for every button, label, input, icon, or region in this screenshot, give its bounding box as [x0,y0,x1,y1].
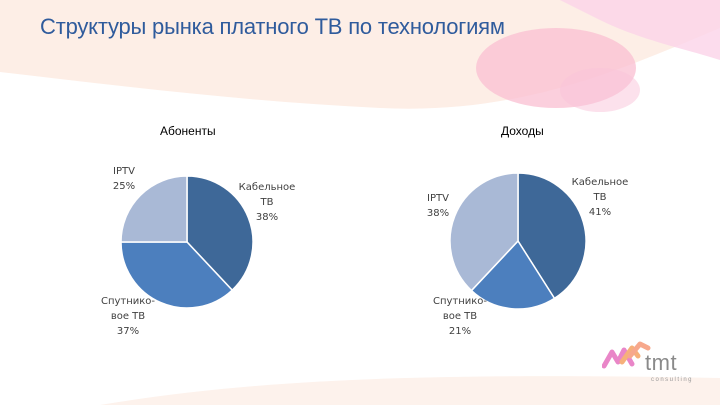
slide-title: Структуры рынка платного ТВ по технологи… [40,14,505,39]
pie-slice [120,241,234,309]
pie-slice [120,175,188,243]
slice-label-text: Кабельное [571,177,629,188]
slice-label: Кабельное ТВ 38% [239,180,296,225]
slice-value: 21% [448,326,472,337]
slice-label-text: вое ТВ [442,311,478,322]
slice-label: Кабельное ТВ 41% [572,175,629,220]
chart-title: Доходы [501,124,544,138]
slice-value: 37% [116,326,140,337]
slice-label: IPTV 38% [427,191,449,221]
slice-value: 38% [255,212,279,223]
slice-value: 38% [426,208,450,219]
slice-label-text: ТВ [593,192,607,203]
slice-label-text: ТВ [260,197,274,208]
slice-label-text: IPTV [427,193,449,204]
slice-label-text: Спутнико- [432,296,488,307]
slice-label-text: Кабельное [238,182,296,193]
tmt-logo-icon [602,341,651,369]
pie-slice [186,175,254,292]
slice-value: 25% [112,181,136,192]
pie-slice [449,172,519,292]
logo-text: tmt [645,350,678,375]
pie-slice [470,239,556,310]
slice-label: Спутнико-вое ТВ 37% [101,294,155,339]
slice-label-text: Спутнико- [100,296,156,307]
slice-value: 41% [588,207,612,218]
logo-subtext: consulting [651,377,694,383]
slice-label-text: IPTV [113,166,135,177]
slice-label: IPTV 25% [113,164,135,194]
slice-label-text: вое ТВ [110,311,146,322]
slice-label: Спутнико-вое ТВ 21% [433,294,487,339]
chart-title: Абоненты [160,124,216,138]
